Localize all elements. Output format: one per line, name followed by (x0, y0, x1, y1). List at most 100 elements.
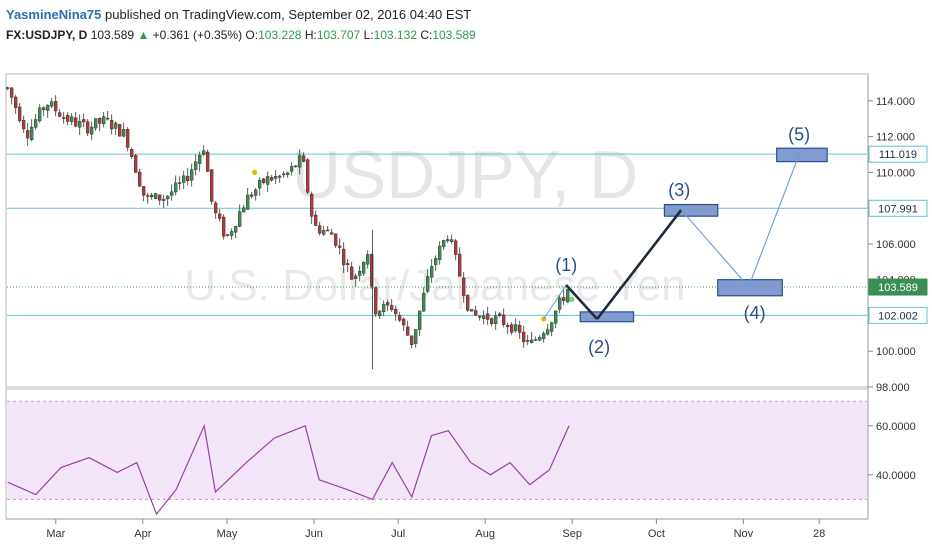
candle-body (42, 107, 46, 111)
candle-body (366, 254, 370, 265)
candle-body (350, 266, 354, 280)
y-tick-label: 110.000 (876, 167, 915, 179)
price-tag-box (868, 145, 928, 163)
candle-body (234, 226, 238, 233)
candle-body (26, 130, 30, 139)
candle-body (134, 155, 138, 173)
candles-group (6, 86, 570, 370)
candle-body (382, 303, 386, 312)
price-change: +0.361 (+0.35%) (152, 28, 243, 42)
candle-body (414, 329, 418, 344)
time-axis: Mar Apr May Jun Jul Aug Sep Oct Nov 28 (46, 519, 825, 540)
rsi-tick-label: 40.0000 (876, 470, 916, 482)
candle-body (242, 207, 246, 213)
candle-body (198, 155, 202, 164)
price-tag-label: 107.991 (878, 203, 918, 215)
author-name[interactable]: YasmineNina75 (6, 7, 102, 22)
candle-body (14, 96, 18, 108)
candle-body (346, 263, 350, 265)
candle-body (214, 202, 218, 214)
open-label: O: (245, 28, 259, 42)
candle-body (522, 331, 526, 343)
change-arrow-icon: ▲ (137, 28, 150, 42)
candle-body (86, 121, 90, 134)
wave-label: (5) (788, 124, 810, 144)
candle-body (290, 166, 294, 172)
candle-body (478, 315, 482, 318)
candle-body (374, 287, 378, 315)
candle-body (210, 169, 214, 202)
candle-body (286, 172, 290, 175)
candle-body (34, 119, 38, 128)
wave-label: (3) (668, 180, 690, 200)
candle-body (302, 155, 306, 162)
candle-body (202, 150, 206, 155)
horizontal-levels (7, 153, 867, 316)
high-value: 103.707 (316, 28, 361, 42)
candle-body (362, 262, 366, 274)
candle-body (538, 336, 542, 341)
candle-body (38, 107, 42, 122)
candle-body (510, 324, 514, 333)
candle-body (342, 248, 346, 266)
price-tags: 111.019 107.991 103.589 102.002 (868, 145, 928, 324)
candle-body (354, 275, 358, 279)
candle-body (294, 165, 298, 168)
symbol-name: FX:USDJPY, D (6, 28, 88, 42)
candle-body (462, 277, 466, 296)
candle-body (498, 313, 502, 316)
candle-body (506, 324, 510, 327)
candle-body (122, 129, 126, 137)
candle-body (338, 245, 342, 248)
candle-body (442, 240, 446, 247)
candle-body (138, 171, 142, 187)
candle-body (266, 176, 270, 185)
candle-body (18, 106, 22, 122)
candle-body (182, 175, 186, 183)
price-tag-box (868, 278, 928, 296)
candle-body (402, 318, 406, 326)
wave-line (543, 284, 567, 320)
candle-body (470, 309, 474, 312)
candle-body (542, 333, 546, 339)
candle-body (410, 335, 414, 345)
candle-body (114, 122, 118, 129)
candle-body (466, 294, 470, 311)
candle-body (434, 258, 438, 265)
y-tick-label: 112.000 (876, 132, 915, 144)
price-tag-label: 111.019 (879, 149, 917, 161)
candle-body (90, 126, 94, 135)
candle-body (6, 87, 10, 89)
price-axis: 114.000112.000110.000108.000106.000104.0… (868, 96, 916, 394)
x-tick-label: Aug (475, 528, 495, 540)
candle-body (150, 194, 154, 198)
candle-body (398, 315, 402, 321)
candle-body (222, 216, 226, 237)
candle-body (126, 129, 130, 148)
candle-body (390, 305, 394, 310)
candle-body (314, 214, 318, 226)
candle-body (66, 115, 70, 122)
x-tick-label: Oct (648, 528, 665, 540)
candle-body (270, 177, 274, 181)
candle-body (430, 266, 434, 278)
candle-body (494, 315, 498, 324)
y-tick-label: 114.000 (876, 96, 915, 108)
wave-line (596, 209, 683, 320)
candle-body (358, 270, 362, 276)
candle-body (250, 194, 254, 197)
candle-body (218, 213, 222, 219)
y-tick-label: 98.000 (876, 382, 910, 394)
candle-body (174, 182, 178, 193)
published-info: published on TradingView.com, September … (105, 7, 472, 22)
y-tick-label: 100.000 (876, 346, 916, 358)
candle-body (78, 121, 82, 128)
price-tag-box (868, 199, 928, 217)
target-box (663, 203, 719, 217)
candle-body (58, 112, 62, 117)
candle-body (534, 339, 538, 341)
wave-line (680, 209, 750, 288)
candle-body (226, 234, 230, 236)
candle-body (306, 159, 310, 193)
